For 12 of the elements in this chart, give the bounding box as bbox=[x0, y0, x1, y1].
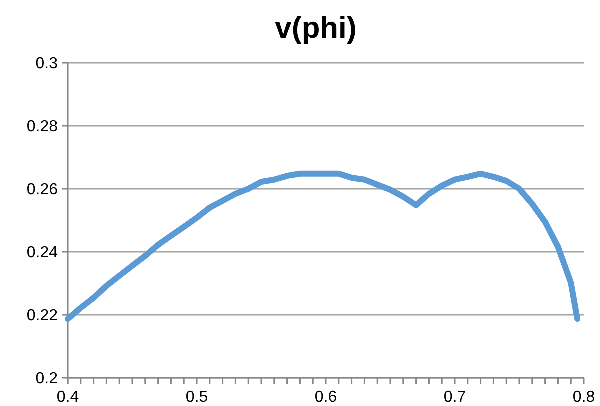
x-tick-label: 0.4 bbox=[56, 389, 80, 406]
x-tick-label: 0.5 bbox=[186, 389, 208, 406]
y-tick-label: 0.22 bbox=[26, 308, 58, 325]
x-tick-label: 0.7 bbox=[444, 389, 466, 406]
x-tick-label: 0.6 bbox=[314, 389, 338, 406]
y-tick-label: 0.24 bbox=[26, 244, 58, 262]
x-tick-label: 0.8 bbox=[572, 389, 596, 406]
y-tick-label: 0.28 bbox=[26, 118, 58, 136]
chart-title: v(phi) bbox=[275, 12, 357, 45]
y-tick-label: 0.26 bbox=[26, 182, 58, 199]
y-tick-label: 0.2 bbox=[36, 370, 58, 388]
y-tick-label: 0.3 bbox=[36, 56, 58, 73]
